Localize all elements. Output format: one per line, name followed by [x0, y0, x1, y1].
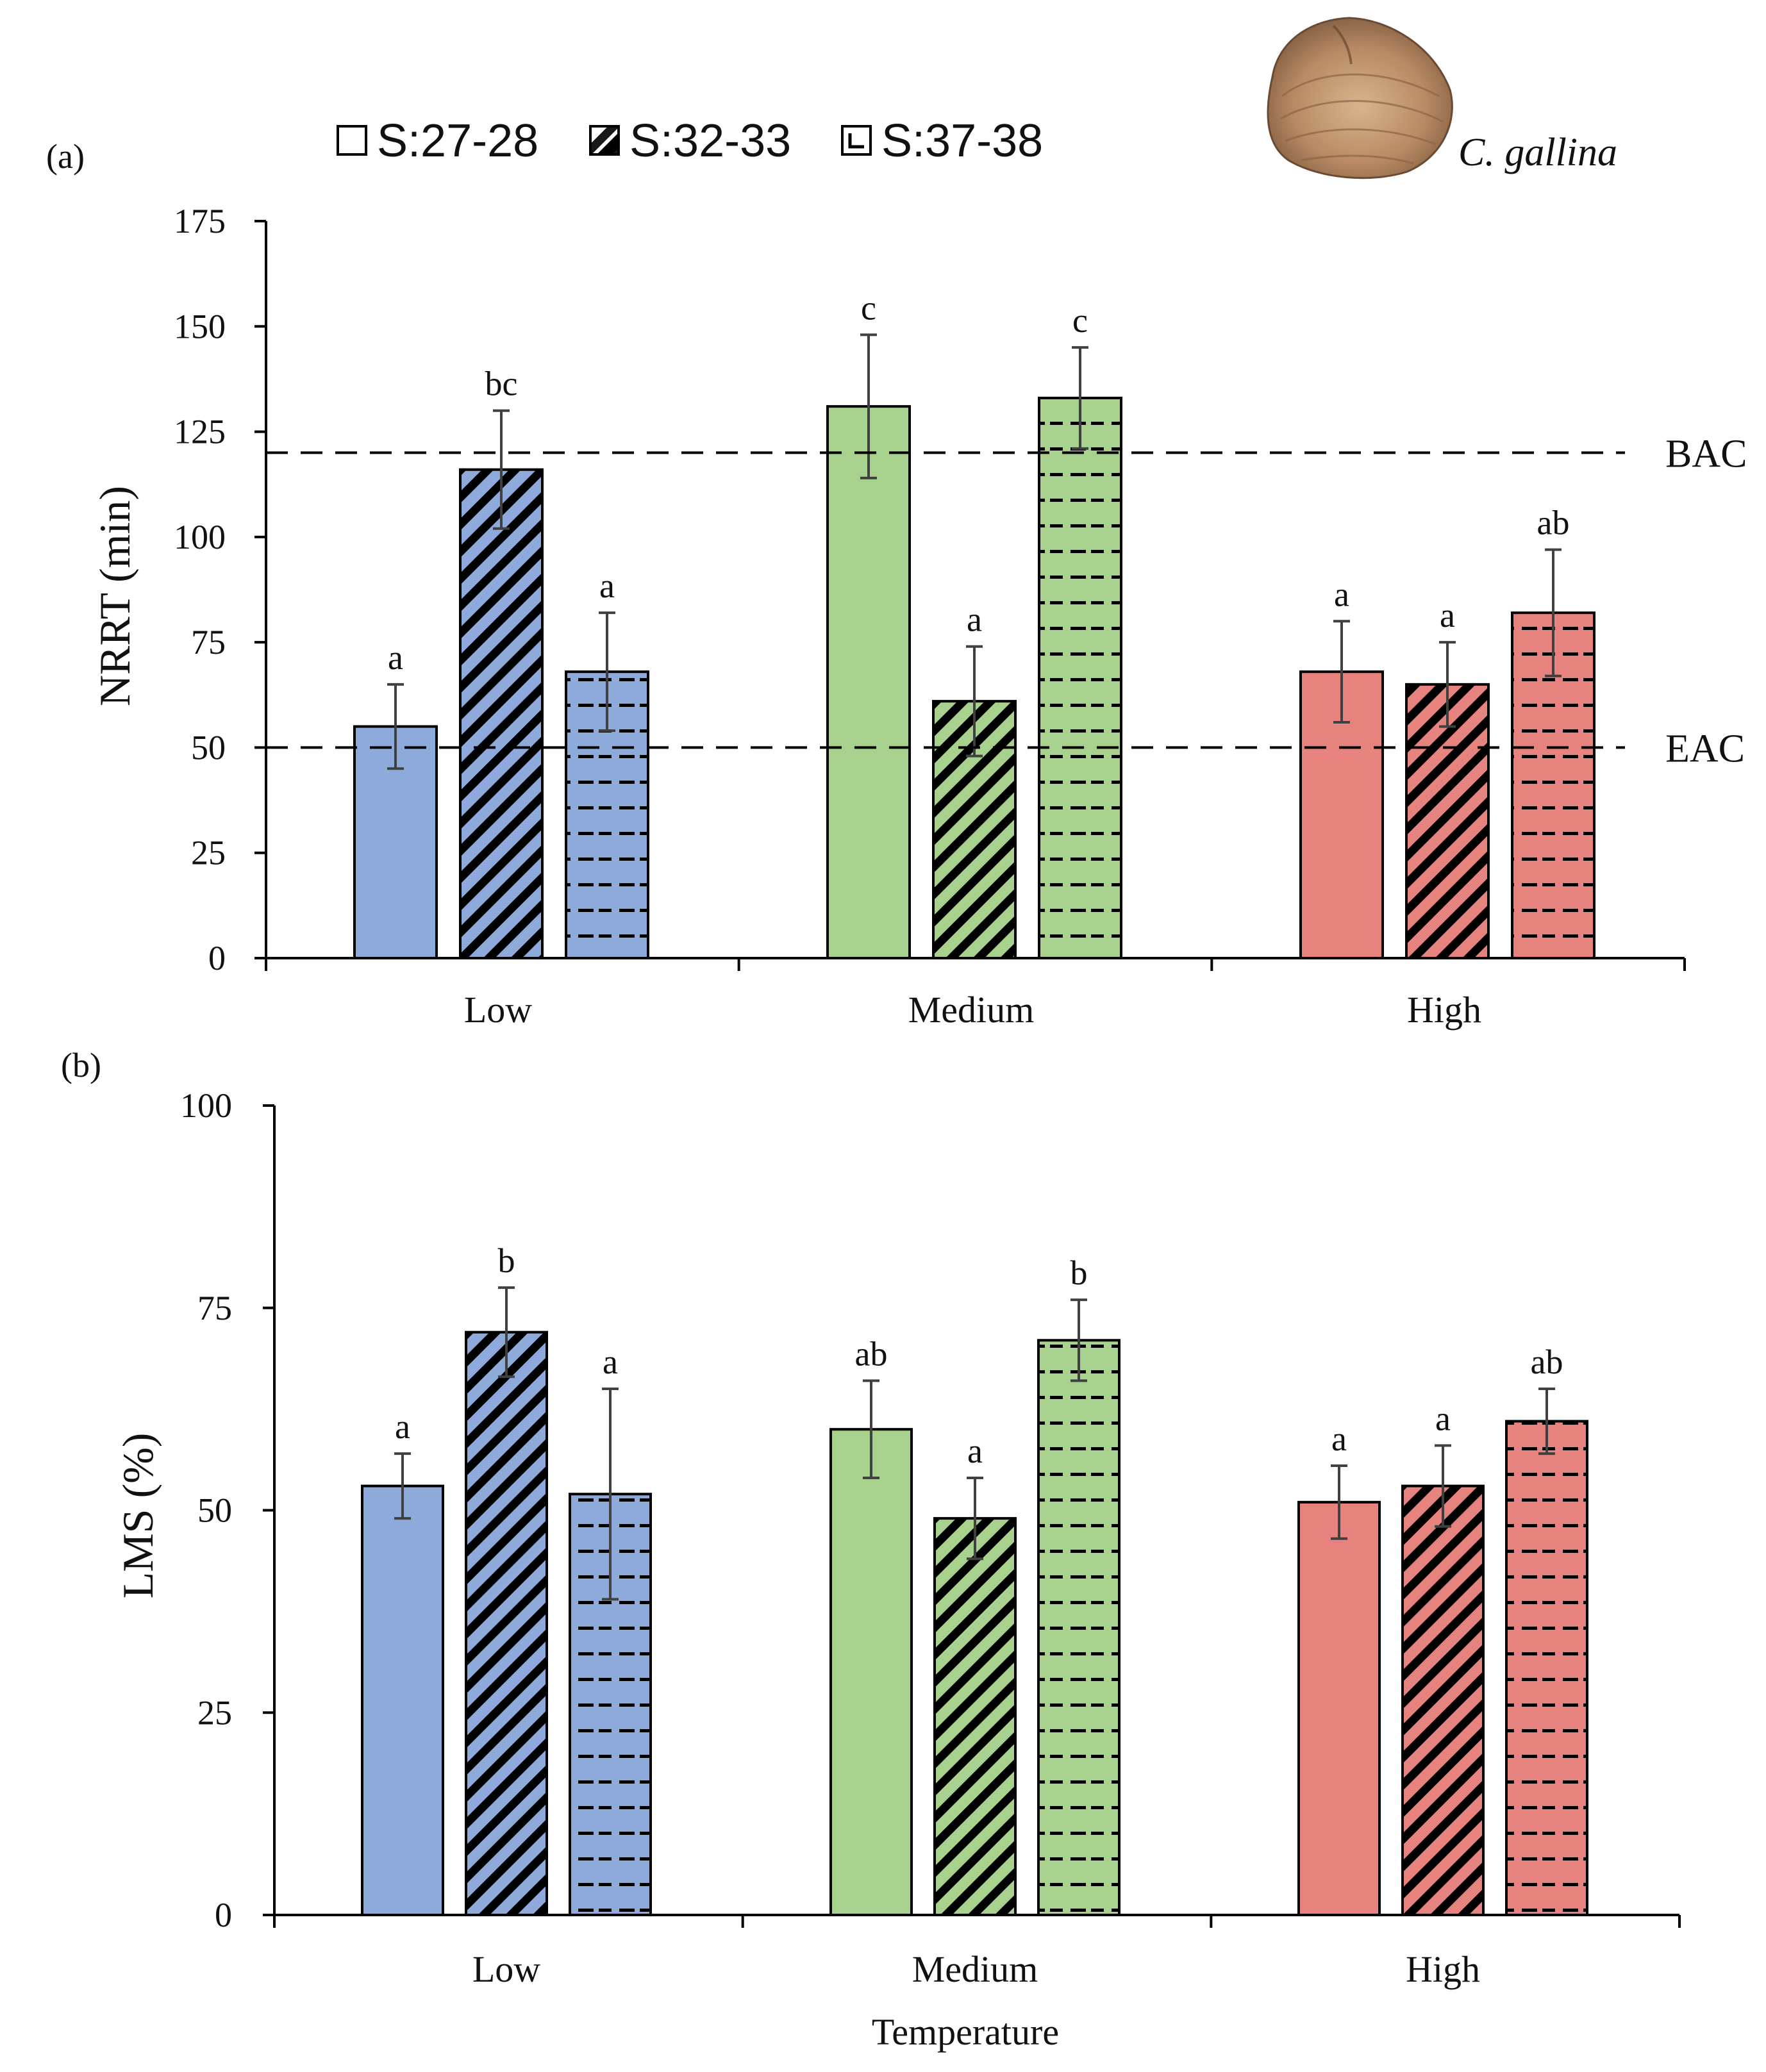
- bar-fill: [362, 1486, 443, 1915]
- legend: S:27-28 S:32-33 S:37-38: [337, 115, 1043, 167]
- bar-pattern: [460, 469, 542, 958]
- bar-pattern: [466, 1332, 547, 1915]
- legend-swatch-solid: [337, 125, 367, 156]
- x-tick-label: High: [1407, 989, 1481, 1031]
- significance-label: bc: [485, 365, 518, 403]
- bar-solid: [829, 1428, 913, 1916]
- bar-fill: [828, 406, 910, 958]
- significance-label: ab: [1537, 504, 1570, 542]
- legend-label: S:32-33: [629, 115, 791, 167]
- x-tick-label: Medium: [908, 989, 1035, 1031]
- bar-diagonal: [1401, 1484, 1485, 1917]
- significance-label: a: [388, 638, 403, 677]
- bar-dashes: [1511, 611, 1595, 959]
- y-tick-label: 0: [208, 939, 226, 977]
- x-axis-title: Temperature: [872, 2011, 1059, 2053]
- bar-fill: [831, 1429, 912, 1915]
- significance-label: a: [1435, 1399, 1451, 1438]
- bar-diagonal: [1405, 683, 1490, 960]
- significance-label: a: [967, 601, 982, 639]
- y-tick-label: 50: [191, 728, 226, 767]
- legend-label: S:27-28: [377, 115, 538, 167]
- significance-label: a: [1334, 575, 1349, 613]
- bar-diagonal: [933, 1517, 1017, 1916]
- significance-label: b: [498, 1241, 515, 1280]
- x-tick-label: Low: [464, 989, 532, 1031]
- y-tick-label: 125: [174, 413, 226, 451]
- panel-label: (b): [61, 1046, 101, 1084]
- bar-pattern: [1406, 684, 1488, 958]
- y-axis-title: NRRT (min): [90, 486, 139, 706]
- panel-label: (a): [46, 137, 85, 176]
- significance-label: a: [967, 1432, 983, 1470]
- panel-a-chart: (a) NRRT (min) 0 25 50 75 100 125 150 175 Low Med…: [46, 137, 1747, 1031]
- y-tick-label: 0: [215, 1896, 232, 1934]
- bar-solid: [826, 405, 911, 959]
- significance-label: ab: [1531, 1343, 1563, 1381]
- reference-label: EAC: [1665, 727, 1745, 770]
- bar-diagonal: [932, 700, 1017, 959]
- significance-label: b: [1070, 1254, 1088, 1292]
- panel-b-chart: (b) LMS (%) Temperature 0 25 50 75 100 Low Med…: [61, 1046, 1681, 2053]
- bar-solid: [361, 1484, 444, 1917]
- legend-label: S:37-38: [881, 115, 1043, 167]
- bar-diagonal: [459, 468, 544, 959]
- y-tick-label: 100: [174, 518, 226, 556]
- significance-label: c: [861, 288, 876, 327]
- legend-item-dashes: S:37-38: [841, 115, 1043, 167]
- y-tick-label: 100: [180, 1086, 232, 1125]
- species-label: C. gallina: [1458, 131, 1617, 174]
- significance-label: a: [603, 1343, 618, 1381]
- significance-label: a: [1331, 1420, 1347, 1458]
- y-tick-label: 25: [191, 834, 226, 872]
- bar-pattern: [935, 1518, 1015, 1915]
- bar-solid: [1297, 1500, 1381, 1917]
- bar-fill: [1299, 1502, 1379, 1915]
- bar-pattern: [1506, 1421, 1587, 1915]
- bar-dashes: [1037, 1339, 1120, 1916]
- y-tick-label: 75: [191, 623, 226, 661]
- legend-swatch-dashes: [841, 125, 872, 156]
- significance-label: c: [1072, 301, 1088, 340]
- y-tick-label: 50: [197, 1491, 232, 1530]
- x-tick-label: Medium: [912, 1948, 1038, 1990]
- reference-label: BAC: [1665, 432, 1747, 476]
- significance-label: a: [1440, 596, 1455, 634]
- x-tick-label: High: [1406, 1948, 1480, 1990]
- legend-item-diagonal: S:32-33: [589, 115, 791, 167]
- y-axis-title: LMS (%): [113, 1433, 162, 1599]
- bar-dashes: [1505, 1420, 1588, 1917]
- significance-label: ab: [855, 1334, 888, 1373]
- y-tick-label: 175: [174, 202, 226, 240]
- bar-pattern: [1039, 398, 1121, 958]
- x-tick-label: Low: [472, 1948, 540, 1990]
- y-tick-label: 150: [174, 307, 226, 345]
- significance-label: a: [395, 1407, 410, 1446]
- y-tick-label: 75: [197, 1289, 232, 1327]
- bar-pattern: [1403, 1486, 1483, 1915]
- clam-shell-icon: [1267, 17, 1453, 179]
- y-tick-label: 25: [197, 1693, 232, 1732]
- bar-dashes: [1038, 397, 1122, 959]
- bar-pattern: [1038, 1340, 1119, 1915]
- significance-label: a: [599, 567, 615, 605]
- bar-diagonal: [465, 1330, 548, 1916]
- bar-dashes: [565, 670, 649, 959]
- legend-item-solid: S:27-28: [337, 115, 538, 167]
